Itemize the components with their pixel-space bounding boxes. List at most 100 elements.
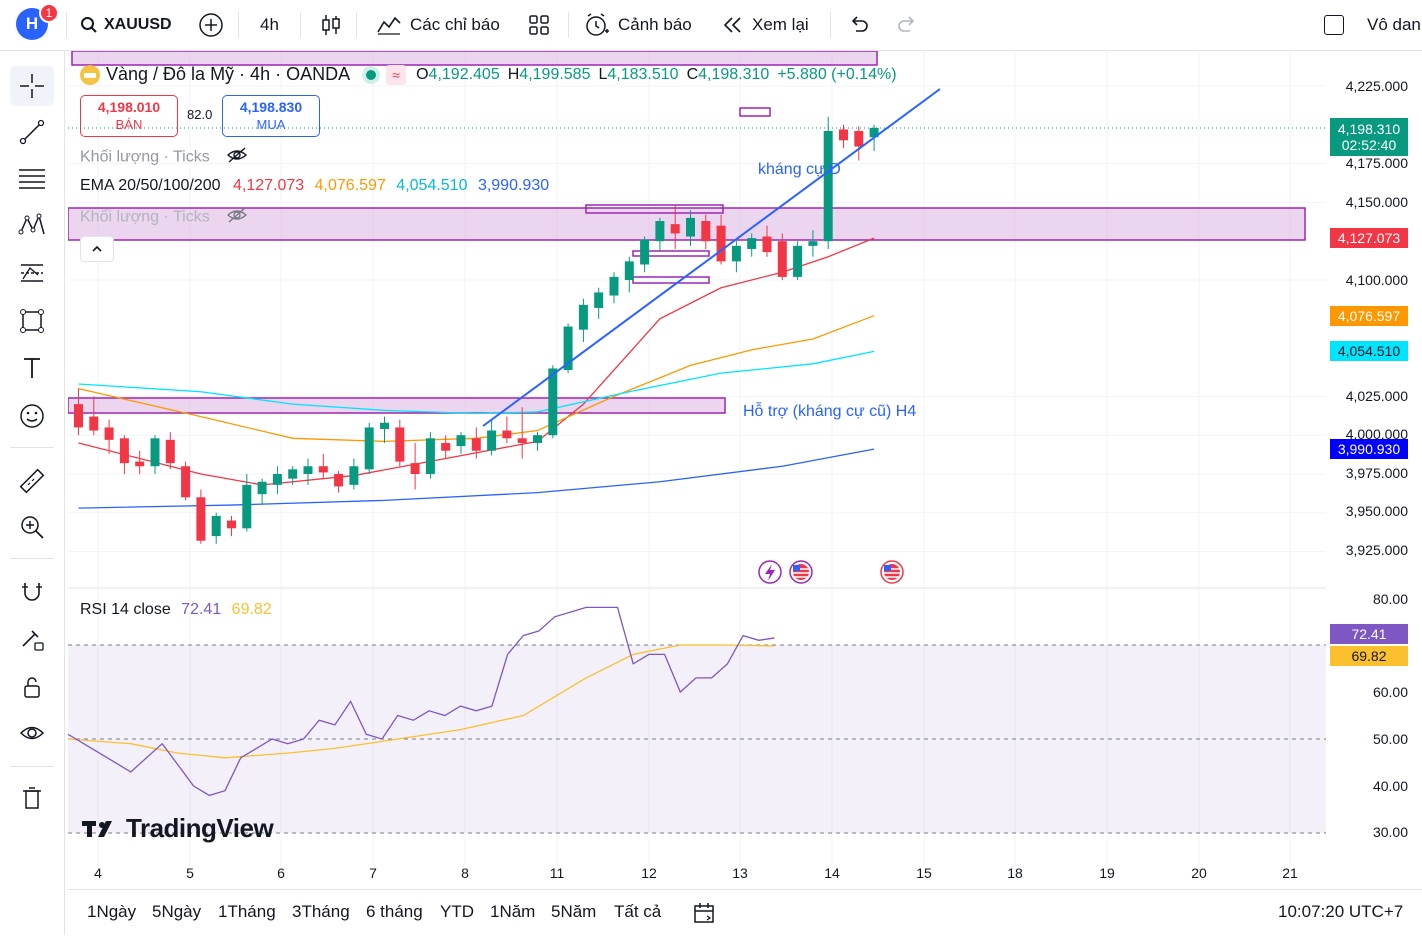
indicators-button[interactable]: Các chỉ báo xyxy=(376,0,500,50)
candle[interactable] xyxy=(716,214,726,265)
candle[interactable] xyxy=(334,470,344,493)
range-1d[interactable]: 1Ngày xyxy=(87,902,137,921)
shapes-tool[interactable] xyxy=(10,301,54,341)
collapse-legend-button[interactable] xyxy=(80,236,114,262)
eye-off-icon[interactable] xyxy=(226,147,248,168)
range-1m[interactable]: 1Tháng xyxy=(218,902,276,921)
drawing-mode-tool[interactable] xyxy=(10,619,54,659)
candle[interactable] xyxy=(425,432,435,479)
candle[interactable] xyxy=(533,432,542,451)
templates-button[interactable] xyxy=(528,0,550,50)
candle[interactable] xyxy=(74,388,83,436)
candle[interactable] xyxy=(288,466,298,485)
candle[interactable] xyxy=(808,230,818,257)
candle[interactable] xyxy=(487,419,497,456)
support-zone[interactable] xyxy=(68,397,726,414)
lock-drawings-tool[interactable] xyxy=(10,667,54,707)
support-annotation[interactable]: Hỗ trợ (kháng cự cũ) H4 xyxy=(743,403,917,420)
hide-drawings-tool[interactable] xyxy=(10,713,54,753)
symbol-legend[interactable]: Vàng / Đô la Mỹ · 4h · OANDA ≈ O 4,192.40… xyxy=(80,64,897,85)
candle[interactable] xyxy=(670,205,680,249)
price-axis[interactable]: 4,225.000 4,175.000 4,150.000 4,100.000 … xyxy=(1326,51,1422,889)
price-chart[interactable]: 4 5 6 7 8 11 12 13 14 15 18 19 20 21 xyxy=(68,51,1326,889)
candle[interactable] xyxy=(655,217,665,253)
candle[interactable] xyxy=(349,458,359,490)
candle[interactable] xyxy=(747,233,757,257)
range-3m[interactable]: 3Tháng xyxy=(292,902,350,921)
candle[interactable] xyxy=(135,450,145,474)
sell-button[interactable]: 4,198.010 BÁN xyxy=(80,95,178,137)
candle[interactable] xyxy=(609,272,619,304)
us-flag-icon[interactable] xyxy=(789,560,813,584)
range-all[interactable]: Tất cả xyxy=(614,902,662,921)
candle[interactable] xyxy=(119,435,129,474)
goto-date-button[interactable] xyxy=(691,900,717,926)
range-1y[interactable]: 1Năm xyxy=(490,902,536,921)
candles[interactable] xyxy=(74,117,879,544)
candle[interactable] xyxy=(441,435,451,459)
alerts-button[interactable]: Cảnh báo xyxy=(584,0,692,50)
redo-button[interactable] xyxy=(896,0,918,50)
candle[interactable] xyxy=(578,298,588,343)
candle[interactable] xyxy=(272,466,282,495)
candle[interactable] xyxy=(686,210,695,246)
rsi-legend[interactable]: RSI 14 close 72.41 69.82 xyxy=(80,601,272,618)
chart-type-button[interactable] xyxy=(320,0,342,50)
candle[interactable] xyxy=(211,512,221,544)
candle[interactable] xyxy=(701,214,711,249)
emoji-tool[interactable] xyxy=(10,396,54,436)
range-box-top[interactable] xyxy=(585,204,724,214)
range-ytd[interactable]: YTD xyxy=(440,902,474,921)
candle[interactable] xyxy=(640,236,650,273)
candle[interactable] xyxy=(854,126,864,161)
candle[interactable] xyxy=(303,458,313,485)
crosshair-tool[interactable] xyxy=(10,66,54,106)
candle[interactable] xyxy=(318,453,328,479)
candle[interactable] xyxy=(227,515,236,537)
candle[interactable] xyxy=(594,287,604,319)
candle[interactable] xyxy=(364,422,374,474)
candle[interactable] xyxy=(456,432,466,454)
remove-drawings-tool[interactable] xyxy=(10,778,54,818)
magnet-tool[interactable] xyxy=(10,572,54,612)
range-5d[interactable]: 5Ngày xyxy=(152,902,202,921)
volume-legend[interactable]: Khối lượng · Ticks xyxy=(80,147,248,168)
candle[interactable] xyxy=(624,256,634,293)
candle[interactable] xyxy=(471,427,481,459)
candle[interactable] xyxy=(89,396,99,436)
candle[interactable] xyxy=(380,416,389,443)
candle[interactable] xyxy=(104,419,114,454)
candle[interactable] xyxy=(150,435,160,474)
undo-button[interactable] xyxy=(848,0,870,50)
candle[interactable] xyxy=(563,323,573,374)
ema-legend[interactable]: EMA 20/50/100/200 4,127.073 4,076.597 4,… xyxy=(80,177,550,194)
range-5y[interactable]: 5Năm xyxy=(551,902,597,921)
trendline-tool[interactable] xyxy=(10,112,54,152)
range-box-mid[interactable] xyxy=(632,250,710,257)
candle[interactable] xyxy=(839,124,848,149)
resistance-annotation[interactable]: kháng cự D xyxy=(758,161,841,178)
candle[interactable] xyxy=(395,419,405,467)
candle[interactable] xyxy=(196,489,206,544)
us-flag-icon[interactable] xyxy=(880,560,904,584)
candle[interactable] xyxy=(777,233,787,280)
candle[interactable] xyxy=(823,117,833,249)
interval-button[interactable]: 4h xyxy=(260,15,279,34)
candle[interactable] xyxy=(410,442,420,490)
candle[interactable] xyxy=(165,432,175,470)
candle[interactable] xyxy=(257,478,267,506)
buy-button[interactable]: 4,198.830 MUA xyxy=(222,95,320,137)
compare-symbol-button[interactable] xyxy=(198,0,224,50)
candle[interactable] xyxy=(517,407,527,459)
fib-tool[interactable] xyxy=(10,159,54,199)
measure-tool[interactable] xyxy=(10,461,54,501)
eye-off-icon[interactable] xyxy=(226,207,248,228)
candle[interactable] xyxy=(502,416,512,443)
candle[interactable] xyxy=(762,225,772,257)
candle[interactable] xyxy=(793,241,803,280)
volume-legend-2[interactable]: Khối lượng · Ticks xyxy=(80,207,248,228)
candle[interactable] xyxy=(181,461,191,501)
layout-checkbox[interactable] xyxy=(1324,0,1344,50)
trendline[interactable] xyxy=(482,88,941,427)
layout-name[interactable]: Vô dan xyxy=(1367,15,1421,34)
